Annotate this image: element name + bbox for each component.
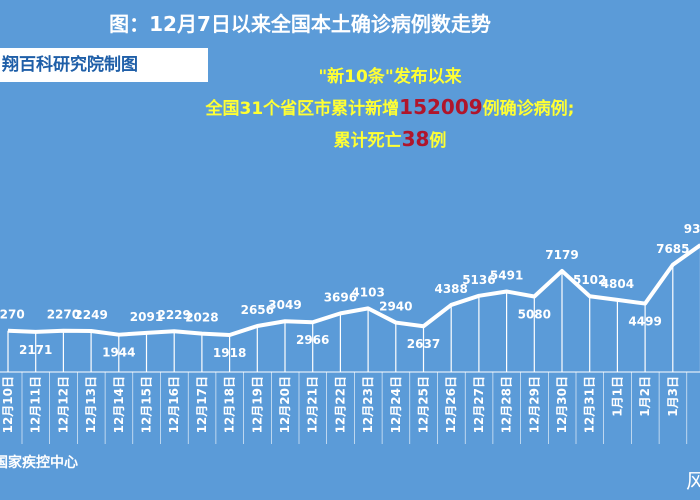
data-label: 2229 — [157, 308, 190, 322]
x-tick-label: 12月21日 — [306, 376, 320, 433]
chart-title: 图：12月7日以来全国本土确诊病例数走势 — [109, 12, 491, 36]
data-label: 5080 — [518, 307, 551, 321]
data-label: 2637 — [407, 337, 440, 351]
data-label: 4499 — [628, 315, 661, 329]
data-label: 2028 — [185, 311, 218, 325]
data-label: 7685 — [656, 242, 689, 256]
credit-tag: 翔百科研究院制图 — [0, 48, 208, 82]
annotations: "新10条"发布以来 全国31个省区市累计新增152009例确诊病例; 累计死亡38… — [180, 62, 600, 156]
annotation-line: 累计死亡38例 — [180, 124, 600, 156]
data-label: 5136 — [462, 273, 495, 287]
data-label: 2091 — [130, 310, 163, 324]
annotation-highlight: 38 — [401, 127, 430, 151]
data-label: 2656 — [241, 303, 274, 317]
watermark: 风 — [686, 469, 700, 493]
x-tick-label: 12月14日 — [112, 376, 126, 433]
x-tick-label: 12月19日 — [250, 376, 264, 433]
x-tick-label: 12月12日 — [56, 376, 70, 433]
annotation-line: "新10条"发布以来 — [180, 62, 600, 92]
x-tick-label: 12月27日 — [472, 376, 486, 433]
x-tick-label: 12月30日 — [555, 376, 569, 433]
data-label: 4804 — [601, 277, 634, 291]
data-label: 5102 — [573, 273, 606, 287]
x-tick-label: 12月18日 — [223, 376, 237, 433]
annotation-text: 累计死亡 — [333, 131, 402, 151]
annotation-text: 例确诊病例; — [482, 99, 575, 119]
x-tick-label: 12月26日 — [444, 376, 458, 433]
data-label: 1944 — [102, 346, 135, 360]
x-tick-label: 12月17日 — [195, 376, 209, 433]
x-tick-label: 12月23日 — [361, 376, 375, 433]
x-tick-label: 12月29日 — [527, 376, 541, 433]
x-tick-label: 12月16日 — [167, 376, 181, 433]
data-label: 2966 — [296, 333, 329, 347]
x-tick-label: 12月31日 — [583, 376, 597, 433]
annotation-text: 例 — [429, 131, 447, 151]
data-label: 3049 — [268, 298, 301, 312]
data-label: 3696 — [324, 290, 357, 304]
x-tick-label: 12月11日 — [29, 376, 43, 433]
annotation-highlight: 152009 — [399, 95, 483, 119]
x-tick-label: 1月1日 — [610, 376, 624, 417]
x-tick-label: 12月24日 — [389, 376, 403, 433]
x-tick-label: 12月13日 — [84, 376, 98, 433]
data-label: 2940 — [379, 300, 412, 314]
data-label: 1918 — [213, 346, 246, 360]
x-tick-label: 12月15日 — [140, 376, 154, 433]
source: 国家疾控中心 — [0, 455, 78, 471]
data-label: 2171 — [19, 343, 52, 357]
x-tick-label: 12月10日 — [1, 376, 15, 433]
x-tick-label: 12月25日 — [417, 376, 431, 433]
annotation-text: "新10条"发布以来 — [318, 67, 462, 87]
data-label: 5491 — [490, 268, 523, 282]
x-tick-label: 12月20日 — [278, 376, 292, 433]
data-label: 2270 — [0, 308, 25, 322]
data-label: 9308 — [684, 222, 700, 236]
series-line — [7, 243, 700, 337]
data-label: 7179 — [545, 248, 578, 262]
annotation-line: 全国31个省区市累计新增152009例确诊病例; — [180, 92, 600, 124]
data-label: 4388 — [434, 282, 467, 296]
x-tick-label: 1月2日 — [638, 376, 652, 417]
x-tick-label: 12月22日 — [333, 376, 347, 433]
annotation-text: 全国31个省区市累计新增 — [205, 99, 400, 119]
x-tick-label: 12月28日 — [500, 376, 514, 433]
data-label: 4103 — [351, 285, 384, 299]
data-label: 2249 — [74, 308, 107, 322]
x-tick-label: 1月3日 — [666, 376, 680, 417]
data-label: 2270 — [47, 308, 80, 322]
